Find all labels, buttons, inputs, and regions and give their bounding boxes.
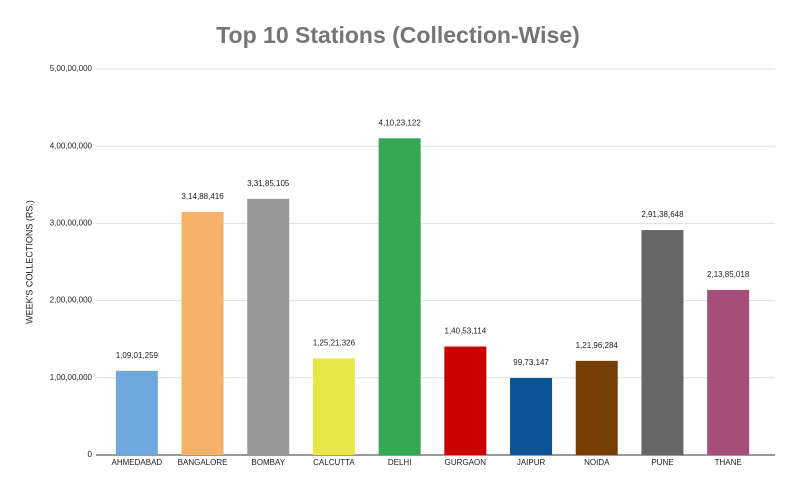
bar: [247, 198, 290, 456]
x-tick-label: THANE: [715, 458, 742, 467]
x-tick-label: BANGALORE: [178, 458, 228, 467]
value-label: 1,40,53,114: [445, 327, 487, 336]
x-tick-label: JAIPUR: [517, 458, 546, 467]
bar: [641, 230, 684, 455]
value-label: 1,09,01,259: [116, 351, 159, 360]
y-tick-label: 0: [88, 450, 93, 459]
bar: [312, 358, 355, 455]
value-label: 3,14,88,416: [181, 192, 224, 201]
chart-title: Top 10 Stations (Collection-Wise): [216, 22, 580, 48]
bar: [115, 370, 158, 455]
bar: [575, 360, 618, 455]
y-tick-label: 4,00,00,000: [50, 141, 93, 150]
x-tick-label: BOMBAY: [251, 458, 285, 467]
bar: [181, 211, 224, 455]
bar: [378, 138, 421, 455]
y-axis-label: WEEK'S COLLECTIONS (RS.): [24, 200, 34, 324]
y-tick-label: 5,00,00,000: [50, 64, 93, 73]
value-label: 2,13,85,018: [707, 270, 750, 279]
x-tick-label: PUNE: [651, 458, 673, 467]
value-label: 1,25,21,326: [313, 338, 356, 347]
value-label: 99,73,147: [513, 358, 549, 367]
x-tick-label: GURGAON: [445, 458, 487, 467]
x-tick-label: DELHI: [388, 458, 412, 467]
x-tick-label: CALCUTTA: [313, 458, 355, 467]
value-label: 4,10,23,122: [379, 118, 422, 127]
bar: [510, 378, 553, 455]
y-tick-label: 2,00,00,000: [50, 296, 93, 305]
x-tick-label: NOIDA: [584, 458, 610, 467]
value-label: 3,31,85,105: [247, 179, 290, 188]
value-label: 1,21,96,284: [576, 341, 619, 350]
value-label: 2,91,38,648: [641, 210, 684, 219]
y-tick-label: 3,00,00,000: [50, 219, 93, 228]
bar: [707, 289, 750, 455]
bar: [444, 346, 487, 455]
y-tick-label: 1,00,00,000: [50, 373, 93, 382]
x-tick-label: AHMEDABAD: [112, 458, 163, 467]
